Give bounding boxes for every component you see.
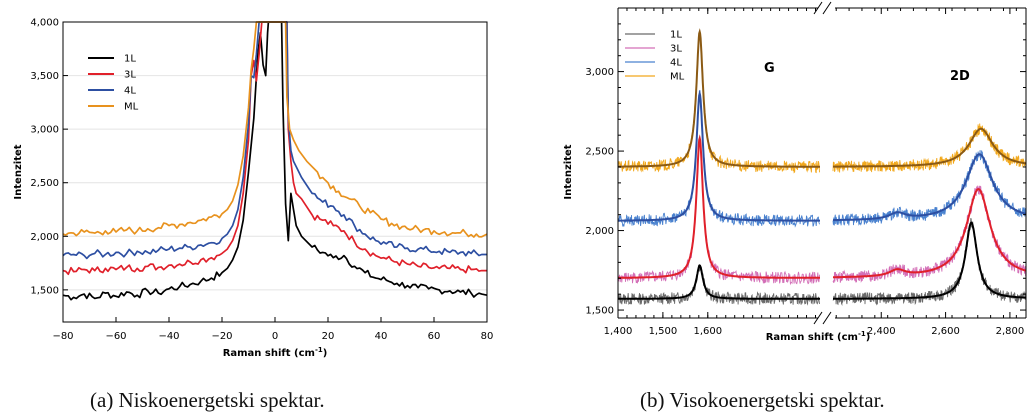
chart-b-xlabel: Raman shift (cm-1) — [766, 330, 871, 343]
chart-b-ytick-label: 2,000 — [585, 226, 614, 237]
chart-b-legend-label: ML — [670, 72, 685, 83]
chart-a-ytick-label: 2,500 — [30, 178, 59, 189]
chart-a-ytick-label: 4,000 — [30, 18, 59, 29]
chart-b-xlabel-sup: -1 — [858, 330, 866, 338]
chart-b-xlabel-main: Raman shift (cm — [766, 332, 858, 343]
chart-b-legend-label: 3L — [670, 44, 682, 55]
chart-a-xtick-label: −20 — [211, 331, 232, 342]
chart-b-annotation-g: G — [764, 61, 775, 76]
chart-a-line-4l — [62, 21, 487, 260]
chart-b-raw-4l-seg0 — [617, 89, 820, 228]
chart-a-xtick-label: 40 — [375, 331, 388, 342]
chart-a-legend-label: 1L — [124, 54, 136, 65]
chart-a-line-ml — [62, 21, 488, 238]
chart-b-fit-ml-seg1 — [833, 127, 1027, 168]
chart-b-legend-label: 1L — [670, 30, 682, 41]
chart-b-ylabel: Intenzitet — [563, 144, 574, 199]
chart-a-ticks: −80 −60 −40 −20 0 20 40 60 80 1,500 2,000 2,500 3,00… — [30, 18, 493, 343]
chart-a: −80 −60 −40 −20 0 20 40 60 80 1,500 2,000 2,500 3,00… — [13, 18, 493, 360]
chart-a-xtick-label: 80 — [481, 331, 494, 342]
chart-b-legend: 1L 3L 4L ML — [625, 30, 685, 83]
chart-a-legend: 1L 3L 4L ML — [88, 54, 139, 113]
chart-b: 1,400 1,500 1,600 2,400 2,600 2,800 1,500 2,000… — [563, 1, 1027, 343]
chart-a-xtick-label: 0 — [272, 331, 278, 342]
chart-a-xlabel-close: ) — [323, 348, 328, 359]
chart-b-xtick-label: 2,600 — [931, 326, 960, 337]
chart-b-raw-3l-seg1 — [832, 185, 1027, 283]
chart-a-ytick-label: 1,500 — [30, 285, 59, 296]
chart-b-break-mark — [822, 311, 832, 325]
caption-a: (a) Niskoenergetski spektar. — [90, 388, 325, 412]
chart-b-xtick-label: 1,500 — [649, 326, 678, 337]
chart-b-ytick-label: 1,500 — [585, 306, 614, 317]
chart-b-xtick-label: 2,400 — [867, 326, 896, 337]
chart-a-xtick-label: 60 — [428, 331, 441, 342]
chart-b-fit-ml-seg0 — [618, 28, 820, 168]
chart-a-xtick-label: −80 — [52, 331, 73, 342]
chart-b-xtick-label: 1,600 — [693, 326, 722, 337]
chart-a-xtick-label: 20 — [322, 331, 335, 342]
chart-a-ylabel: Intenzitet — [13, 144, 24, 199]
chart-b-break-mark — [822, 1, 832, 15]
chart-b-legend-label: 4L — [670, 58, 682, 69]
chart-b-plot-frame — [617, 1, 1027, 325]
chart-a-ytick-label: 3,000 — [30, 125, 59, 136]
chart-a-xlabel-sup: -1 — [315, 346, 323, 354]
chart-b-fit-3l-seg1 — [833, 188, 1027, 279]
chart-a-xtick-label: −40 — [158, 331, 179, 342]
chart-b-break-mark — [813, 311, 823, 325]
chart-b-fit-4l-seg1 — [833, 153, 1027, 222]
chart-a-xlabel-main: Raman shift (cm — [223, 348, 315, 359]
chart-b-fit-4l-seg0 — [618, 90, 820, 222]
chart-b-annotation-2d: 2D — [950, 69, 970, 84]
chart-a-legend-label: 4L — [124, 86, 136, 97]
chart-a-xlabel: Raman shift (cm-1) — [223, 346, 328, 359]
chart-b-raw-1l-seg1 — [832, 218, 1027, 307]
chart-b-raw-ml-seg0 — [617, 32, 820, 174]
chart-b-xlabel-close: ) — [866, 332, 871, 343]
chart-b-ytick-label: 2,500 — [585, 147, 614, 158]
chart-a-ytick-label: 2,000 — [30, 232, 59, 243]
chart-a-xtick-label: −60 — [105, 331, 126, 342]
chart-a-ytick-label: 3,500 — [30, 71, 59, 82]
caption-b: (b) Visokoenergetski spektar. — [640, 388, 885, 412]
chart-b-break-mark — [813, 1, 823, 15]
chart-b-xtick-label: 1,400 — [604, 326, 633, 337]
chart-a-legend-label: ML — [124, 102, 139, 113]
chart-a-plot-frame — [62, 21, 488, 323]
chart-b-xtick-label: 2,800 — [996, 326, 1025, 337]
chart-b-series — [617, 28, 1027, 307]
chart-b-fit-1l-seg1 — [833, 221, 1027, 300]
chart-b-fit-1l-seg0 — [618, 264, 820, 300]
chart-b-fit-3l-seg0 — [618, 134, 820, 279]
chart-b-ticks: 1,400 1,500 1,600 2,400 2,600 2,800 1,500 2,000… — [585, 8, 1026, 337]
chart-a-legend-label: 3L — [124, 70, 136, 81]
chart-b-ytick-label: 3,000 — [585, 67, 614, 78]
